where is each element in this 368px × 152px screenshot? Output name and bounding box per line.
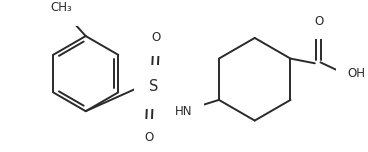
Text: HN: HN	[174, 105, 192, 118]
Text: O: O	[152, 31, 161, 44]
Text: OH: OH	[348, 67, 366, 80]
Text: O: O	[144, 131, 153, 144]
Text: O: O	[314, 15, 323, 28]
Text: S: S	[149, 79, 158, 94]
Text: CH₃: CH₃	[50, 1, 72, 14]
